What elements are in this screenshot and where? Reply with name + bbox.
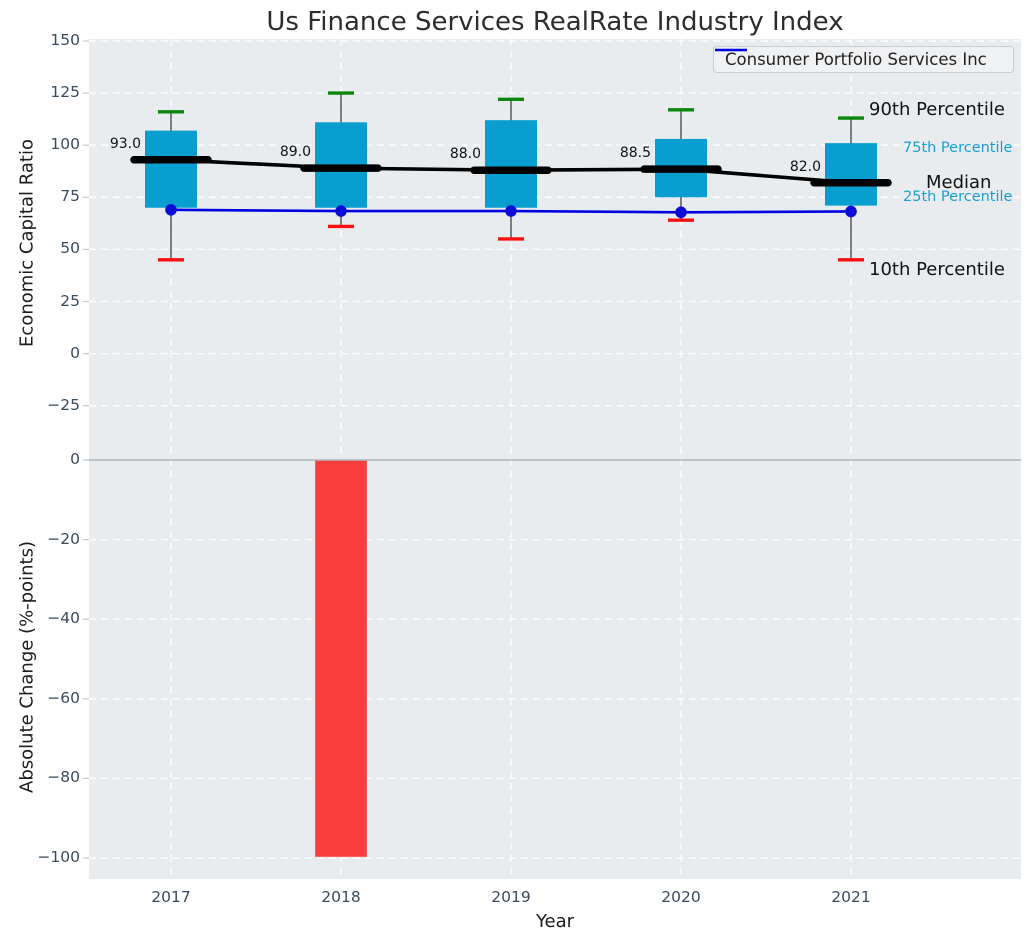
y-tick-label-top: 25	[60, 291, 80, 310]
y-tick-label-top: 50	[60, 239, 80, 258]
y-tick-label-bottom: −80	[47, 768, 80, 787]
median-value-label: 88.0	[449, 146, 481, 163]
y-tick-label-bottom: 0	[70, 450, 80, 468]
annotation-90th-percentile: 90th Percentile	[869, 99, 1005, 120]
change-bar	[315, 460, 367, 857]
y-tick-label-top: 125	[50, 83, 80, 102]
median-value-label: 89.0	[279, 144, 311, 161]
y-tick-label-top: −25	[47, 395, 80, 414]
annotation-median: Median	[926, 172, 992, 193]
annotation-75th-percentile: 75th Percentile	[903, 140, 1013, 156]
median-value-label: 88.5	[619, 145, 651, 162]
legend-label: Consumer Portfolio Services Inc	[725, 50, 987, 69]
x-tick-label: 2021	[831, 888, 871, 906]
company-point	[845, 205, 857, 218]
legend[interactable]: Consumer Portfolio Services Inc	[713, 46, 1014, 73]
median-value-label: 93.0	[109, 135, 141, 152]
y-axis-label-absolute-change: Absolute Change (%-points)	[16, 541, 38, 793]
chart-title: Us Finance Services RealRate Industry In…	[266, 7, 844, 37]
x-axis-label-year: Year	[535, 911, 575, 932]
y-tick-label-bottom: −40	[47, 609, 80, 628]
x-tick-label: 2020	[661, 888, 701, 906]
annotation-25th-percentile: 25th Percentile	[903, 189, 1013, 205]
plot-background	[89, 39, 1021, 879]
percentile-box	[825, 143, 877, 206]
y-tick-label-top: 100	[50, 135, 80, 154]
legend-line-swatch	[715, 48, 747, 52]
company-point	[675, 206, 687, 219]
x-tick-label: 2017	[151, 888, 191, 906]
company-point	[165, 204, 177, 216]
y-tick-label-bottom: −60	[47, 688, 80, 707]
y-tick-label-bottom: −20	[47, 529, 80, 548]
y-tick-label-top: 75	[60, 187, 80, 206]
percentile-box	[145, 130, 197, 208]
company-point	[505, 205, 517, 217]
median-value-label: 82.0	[789, 158, 821, 175]
annotation-10th-percentile: 10th Percentile	[869, 259, 1005, 280]
y-tick-label-bottom: −100	[37, 848, 80, 866]
y-tick-label-top: 150	[50, 31, 80, 49]
x-tick-label: 2019	[491, 888, 531, 906]
y-tick-label-top: 0	[70, 343, 80, 362]
x-tick-label: 2018	[321, 888, 361, 906]
company-point	[335, 205, 347, 217]
percentile-box	[485, 120, 537, 208]
